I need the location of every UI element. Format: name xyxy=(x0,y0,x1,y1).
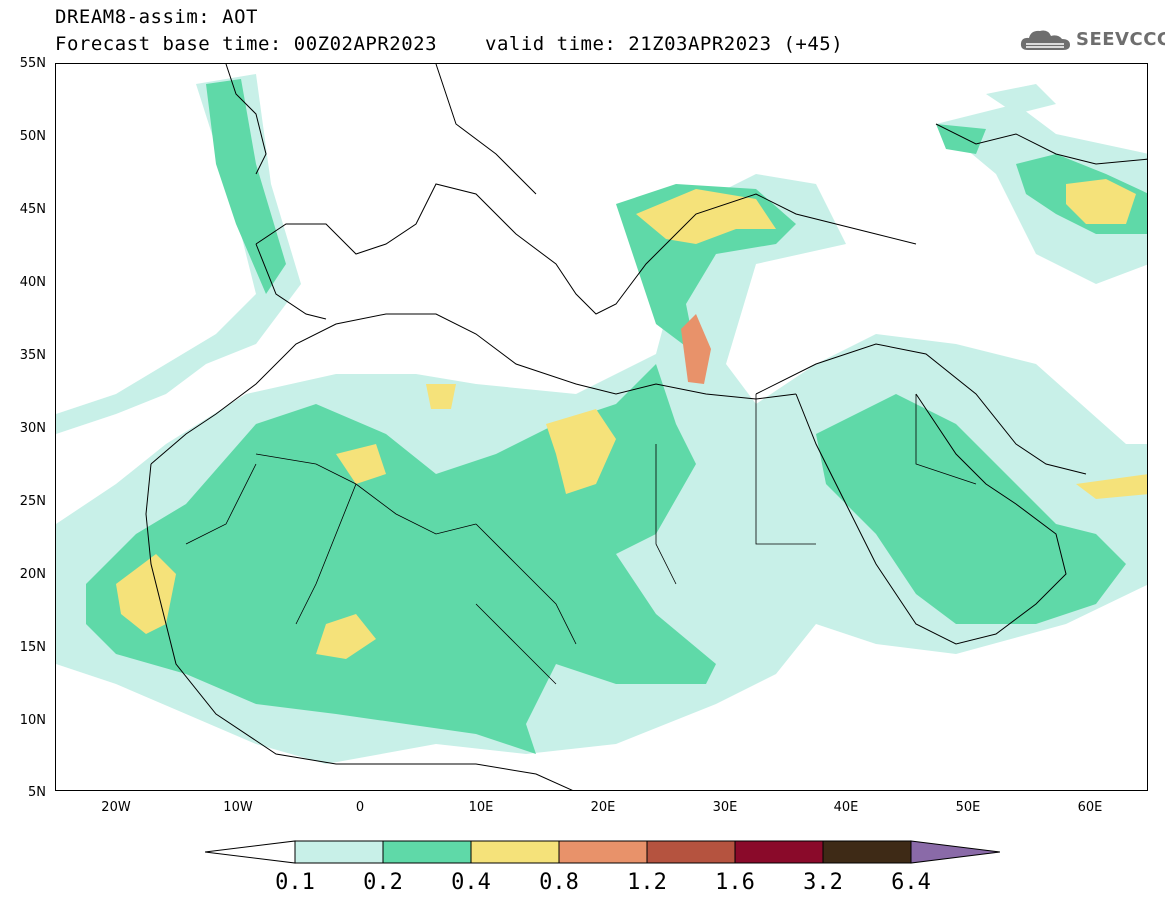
colorbar-upper-triangle xyxy=(910,840,1001,864)
colorbar-lower-triangle xyxy=(204,840,296,864)
lon-label: 10E xyxy=(468,800,494,815)
coastlines xyxy=(145,64,1147,790)
legend-label: 3.2 xyxy=(803,870,843,895)
lon-label: 20E xyxy=(590,800,616,815)
lat-label: 10N xyxy=(19,713,46,728)
lon-label: 10W xyxy=(223,800,253,815)
lat-label: 15N xyxy=(19,640,46,655)
aot-map xyxy=(56,64,1147,790)
lat-label: 45N xyxy=(19,202,46,217)
borders xyxy=(185,394,977,685)
colorbar-svg xyxy=(204,840,1001,864)
lat-label: 20N xyxy=(19,567,46,582)
valid-time: valid time: 21Z03APR2023 (+45) xyxy=(485,33,844,55)
legend-label: 6.4 xyxy=(891,870,931,895)
map-area xyxy=(55,63,1148,791)
colorbar-segment xyxy=(558,840,648,864)
forecast-base-time: Forecast base time: 00Z02APR2023 xyxy=(55,33,438,55)
colorbar-segment xyxy=(646,840,736,864)
lon-label: 50E xyxy=(955,800,981,815)
colorbar xyxy=(204,840,1001,874)
lat-label: 25N xyxy=(19,494,46,509)
legend-label: 1.6 xyxy=(715,870,755,895)
lat-label: 30N xyxy=(19,421,46,436)
lat-label: 35N xyxy=(19,348,46,363)
lat-label: 5N xyxy=(28,785,46,800)
legend-label: 1.2 xyxy=(627,870,667,895)
colorbar-segment xyxy=(822,840,912,864)
legend-label: 0.1 xyxy=(275,870,315,895)
cloud-icon xyxy=(1020,30,1070,50)
legend-label: 0.4 xyxy=(451,870,491,895)
map-title: DREAM8-assim: AOT xyxy=(55,6,258,28)
colorbar-segment xyxy=(470,840,560,864)
legend-label: 0.2 xyxy=(363,870,403,895)
colorbar-segment xyxy=(294,840,384,864)
lon-label: 0 xyxy=(355,800,365,815)
logo-text: SEEVCCC xyxy=(1076,29,1165,50)
lat-label: 55N xyxy=(19,56,46,71)
lon-label: 20W xyxy=(101,800,131,815)
colorbar-segment xyxy=(734,840,824,864)
lon-label: 60E xyxy=(1077,800,1103,815)
lat-label: 40N xyxy=(19,275,46,290)
colorbar-segment xyxy=(382,840,472,864)
aot-band-0-8 xyxy=(681,314,711,384)
aot-band-0-4 xyxy=(116,179,1147,659)
seevccc-logo: SEEVCCC xyxy=(1018,26,1165,54)
lat-label: 50N xyxy=(19,129,46,144)
legend-label: 0.8 xyxy=(539,870,579,895)
lon-label: 30E xyxy=(712,800,738,815)
lon-label: 40E xyxy=(833,800,859,815)
